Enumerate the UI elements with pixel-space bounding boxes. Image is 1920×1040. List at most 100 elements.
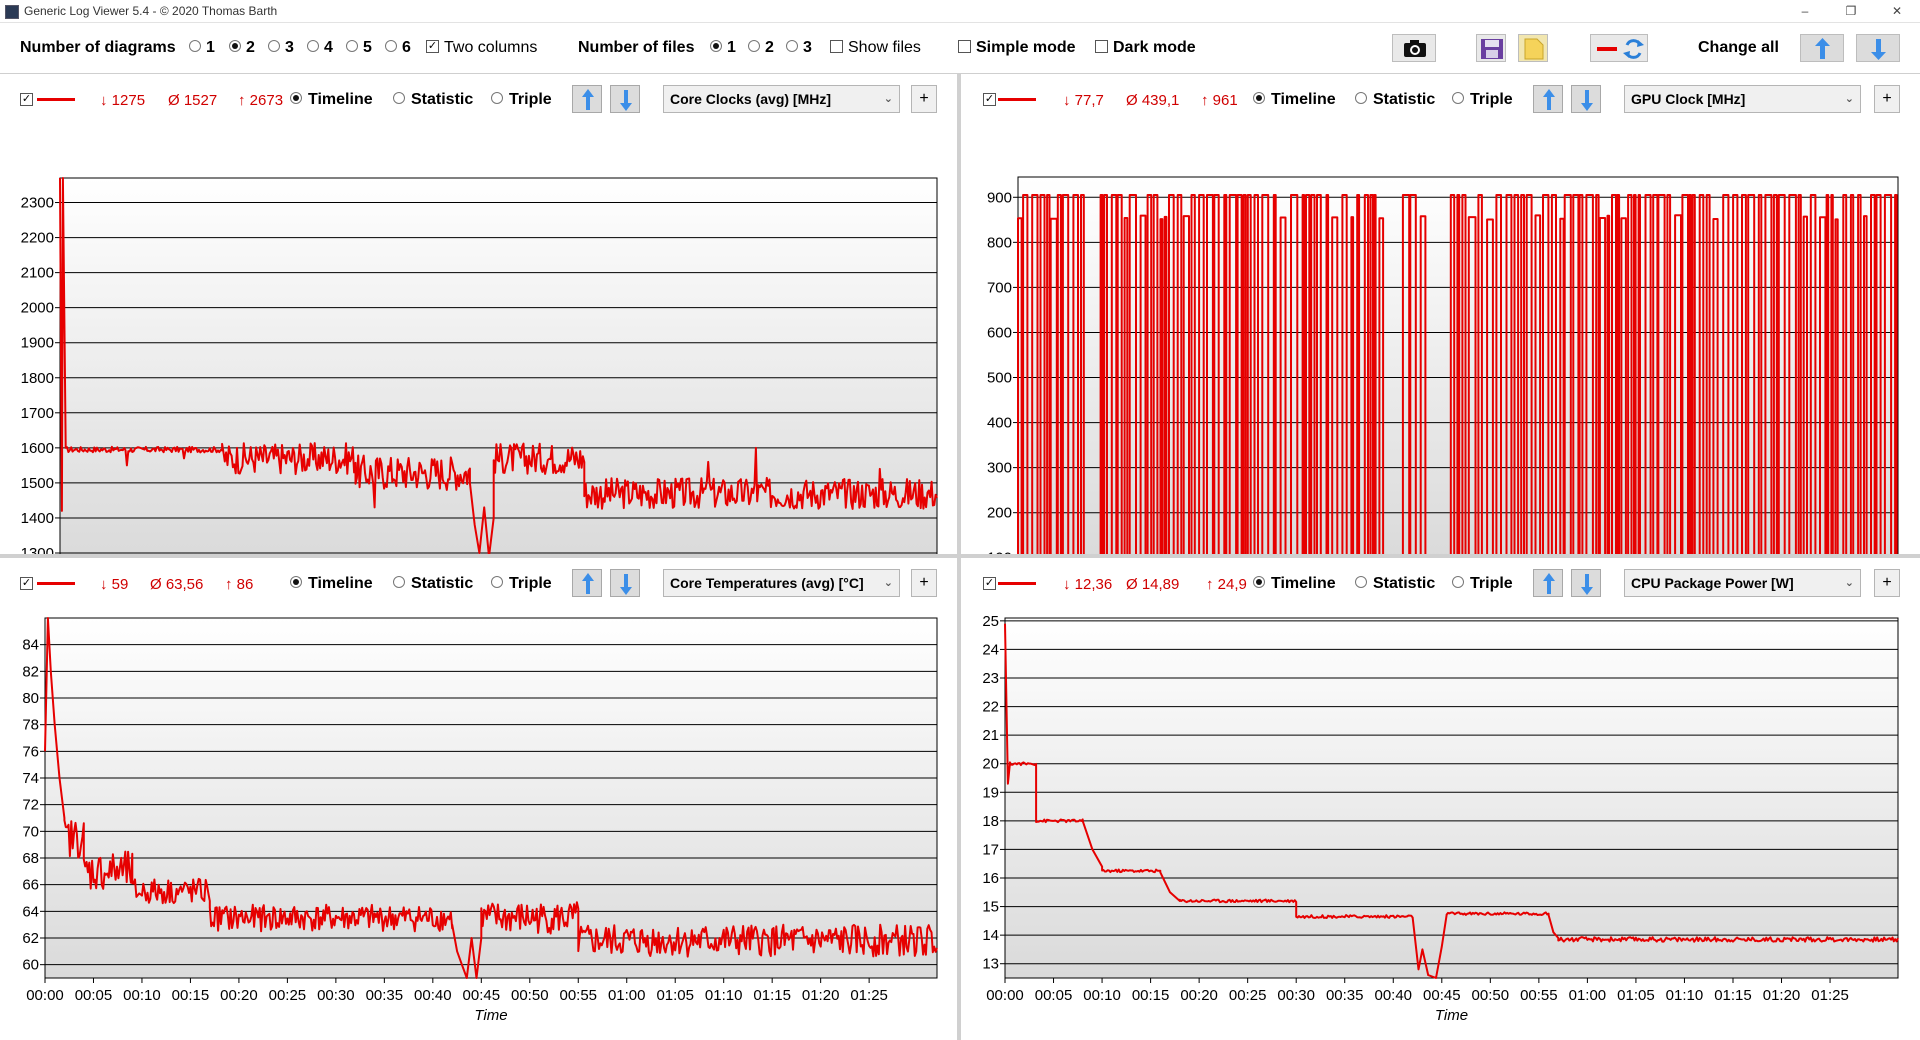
move-up-button[interactable] (1533, 569, 1563, 597)
change-all-up-button[interactable] (1800, 34, 1844, 62)
radio-icon[interactable] (491, 92, 503, 105)
dark-mode-checkbox[interactable]: Dark mode (1095, 39, 1196, 57)
sensor-select[interactable]: Core Clocks (avg) [MHz] ⌄ (663, 85, 900, 113)
add-series-button[interactable]: + (911, 85, 937, 113)
app-icon (5, 5, 19, 19)
mode-statistic-radio[interactable]: Statistic (1355, 575, 1435, 593)
chevron-down-icon: ⌄ (1844, 577, 1854, 589)
show-files-label: Show files (848, 39, 921, 56)
series-visible-checkbox[interactable]: ✓ (983, 93, 996, 106)
y-tick-label: 14 (982, 927, 999, 944)
mode-triple-radio[interactable]: Triple (1452, 91, 1513, 109)
radio-icon[interactable] (786, 40, 798, 53)
radio-icon[interactable] (385, 40, 397, 53)
diagrams-option-2[interactable]: 2 (229, 39, 255, 57)
series-color-legend[interactable] (37, 98, 75, 101)
diagrams-option-5[interactable]: 5 (346, 39, 372, 57)
radio-icon[interactable] (491, 576, 503, 589)
two-columns-checkbox[interactable]: ✓ Two columns (426, 39, 537, 57)
radio-icon[interactable] (748, 40, 760, 53)
add-series-button[interactable]: + (1874, 85, 1900, 113)
move-down-button[interactable] (610, 85, 640, 113)
files-option-1[interactable]: 1 (710, 39, 736, 57)
radio-icon[interactable] (290, 92, 302, 105)
mode-triple-label: Triple (1470, 575, 1513, 592)
sensor-select[interactable]: GPU Clock [MHz] ⌄ (1624, 85, 1861, 113)
diagrams-option-4[interactable]: 4 (307, 39, 333, 57)
y-tick-label: 2200 (21, 230, 54, 247)
move-down-button[interactable] (610, 569, 640, 597)
change-all-down-button[interactable] (1856, 34, 1900, 62)
sensor-select[interactable]: Core Temperatures (avg) [°C] ⌄ (663, 569, 900, 597)
arrow-up-icon (582, 573, 594, 594)
series-color-legend[interactable] (998, 582, 1036, 585)
diagrams-option-3[interactable]: 3 (268, 39, 294, 57)
radio-icon[interactable] (1452, 92, 1464, 105)
files-option-3[interactable]: 3 (786, 39, 812, 57)
series-color-legend[interactable] (998, 98, 1036, 101)
x-tick-label: 00:55 (1520, 987, 1558, 1004)
radio-icon[interactable] (1452, 576, 1464, 589)
series-visible-checkbox[interactable]: ✓ (20, 93, 33, 106)
radio-icon[interactable] (189, 40, 201, 53)
minimize-button[interactable]: – (1801, 4, 1809, 18)
mode-triple-radio[interactable]: Triple (491, 91, 552, 109)
mode-triple-radio[interactable]: Triple (491, 575, 552, 593)
mode-statistic-radio[interactable]: Statistic (1355, 91, 1435, 109)
open-folder-button[interactable] (1518, 34, 1548, 62)
series-visible-checkbox[interactable]: ✓ (20, 577, 33, 590)
add-series-button[interactable]: + (911, 569, 937, 597)
files-option-2[interactable]: 2 (748, 39, 774, 57)
mode-triple-radio[interactable]: Triple (1452, 575, 1513, 593)
two-columns-check-icon[interactable]: ✓ (426, 39, 439, 53)
move-up-button[interactable] (1533, 85, 1563, 113)
mode-timeline-radio[interactable]: Timeline (1253, 575, 1336, 593)
restore-button[interactable]: ❐ (1845, 4, 1857, 18)
mode-timeline-radio[interactable]: Timeline (1253, 91, 1336, 109)
simple-mode-checkbox[interactable]: Simple mode (958, 39, 1076, 57)
add-series-button[interactable]: + (1874, 569, 1900, 597)
move-up-button[interactable] (572, 569, 602, 597)
y-tick-label: 21 (982, 727, 999, 744)
mode-timeline-radio[interactable]: Timeline (290, 575, 373, 593)
x-tick-label: 00:55 (559, 987, 597, 1004)
radio-icon[interactable] (1355, 576, 1367, 589)
radio-icon[interactable] (1253, 576, 1265, 589)
radio-icon[interactable] (346, 40, 358, 53)
horizontal-splitter[interactable] (0, 554, 1920, 558)
move-up-button[interactable] (572, 85, 602, 113)
save-button[interactable] (1476, 34, 1506, 62)
radio-icon[interactable] (393, 92, 405, 105)
stat-avg: Ø 63,56 (150, 576, 204, 593)
radio-icon[interactable] (307, 40, 319, 53)
radio-icon[interactable] (710, 40, 722, 53)
mode-statistic-radio[interactable]: Statistic (393, 91, 473, 109)
series-visible-checkbox[interactable]: ✓ (983, 577, 996, 590)
radio-icon[interactable] (268, 40, 280, 53)
mode-statistic-radio[interactable]: Statistic (393, 575, 473, 593)
radio-icon[interactable] (1253, 92, 1265, 105)
x-tick-label: 00:45 (463, 987, 501, 1004)
mode-timeline-label: Timeline (1271, 575, 1336, 592)
move-down-button[interactable] (1571, 569, 1601, 597)
x-tick-label: 00:40 (1374, 987, 1412, 1004)
series-line (1004, 623, 1899, 979)
close-button[interactable]: ✕ (1891, 4, 1903, 18)
radio-icon[interactable] (393, 576, 405, 589)
diagrams-option-6[interactable]: 6 (385, 39, 411, 57)
show-files-check-icon[interactable] (830, 39, 843, 53)
show-files-checkbox[interactable]: Show files (830, 39, 921, 57)
series-color-legend[interactable] (37, 582, 75, 585)
radio-icon[interactable] (290, 576, 302, 589)
simple-mode-check-icon[interactable] (958, 39, 971, 53)
line-style-button[interactable] (1590, 34, 1648, 62)
dark-mode-check-icon[interactable] (1095, 39, 1108, 53)
panel-header: ✓ ↓ 77,7 Ø 439,1 ↑ 961 Timeline Statistic Trip… (961, 74, 1920, 124)
mode-timeline-radio[interactable]: Timeline (290, 91, 373, 109)
radio-icon[interactable] (1355, 92, 1367, 105)
move-down-button[interactable] (1571, 85, 1601, 113)
sensor-select[interactable]: CPU Package Power [W] ⌄ (1624, 569, 1861, 597)
screenshot-button[interactable] (1392, 34, 1436, 62)
radio-icon[interactable] (229, 40, 241, 53)
diagrams-option-1[interactable]: 1 (189, 39, 215, 57)
